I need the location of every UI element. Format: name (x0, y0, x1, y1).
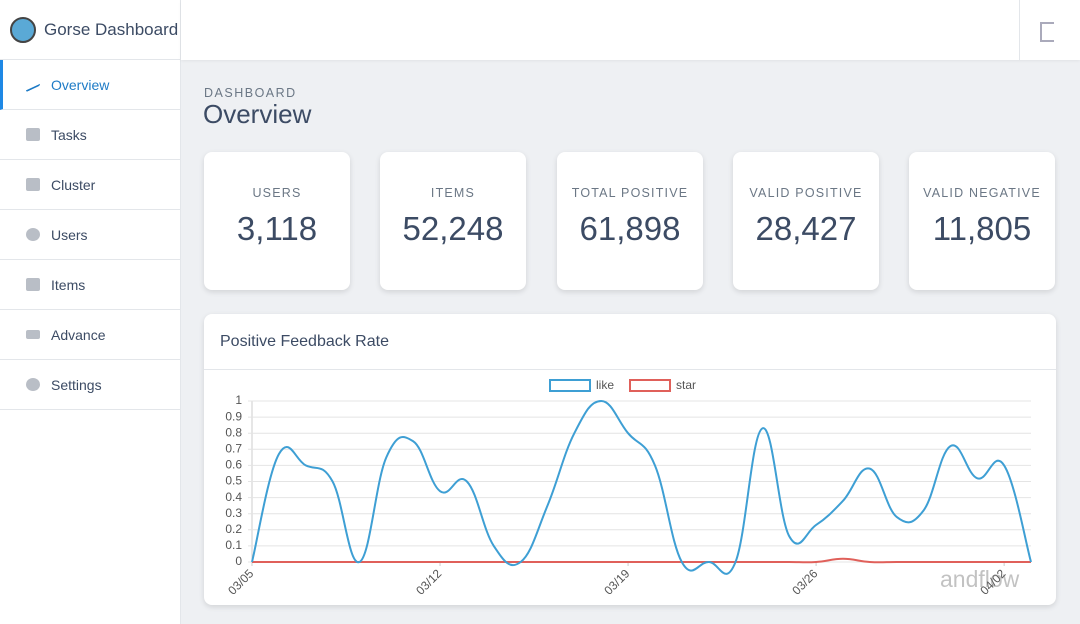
stat-label: VALID POSITIVE (749, 186, 863, 200)
nav-icon (26, 128, 40, 141)
nav-item[interactable]: Advance (0, 310, 180, 360)
nav-icon (26, 77, 40, 92)
logout-button[interactable] (1019, 0, 1080, 60)
y-tick-label: 0.1 (225, 538, 242, 552)
nav-item[interactable]: Items (0, 260, 180, 310)
stat-card: TOTAL POSITIVE 61,898 (557, 152, 703, 290)
nav-label: Tasks (51, 126, 87, 143)
nav-icon (26, 228, 40, 241)
stat-label: TOTAL POSITIVE (571, 186, 689, 200)
y-tick-label: 0 (235, 554, 242, 568)
nav-label: Overview (51, 76, 110, 93)
y-tick-label: 1 (235, 393, 242, 407)
brand-name: Gorse Dashboard (44, 19, 179, 39)
stat-card: ITEMS 52,248 (380, 152, 526, 290)
nav-icon (26, 178, 40, 191)
stat-value: 3,118 (236, 210, 318, 247)
y-tick-label: 0.3 (225, 506, 242, 520)
x-tick-label: 03/05 (225, 566, 256, 597)
legend-label: star (676, 378, 696, 392)
chart-card: Positive Feedback Rate 0 0.1 0.2 0.3 0.4 0.5 0… (204, 314, 1056, 605)
stat-card: VALID POSITIVE 28,427 (733, 152, 879, 290)
nav-label: Users (51, 226, 88, 243)
y-tick-label: 0.2 (225, 522, 242, 536)
nav-label: Settings (51, 376, 102, 393)
logout-icon (1040, 22, 1054, 42)
y-tick-label: 0.9 (225, 409, 242, 423)
brand[interactable]: Gorse Dashboard (0, 0, 180, 60)
stat-value: 28,427 (755, 210, 857, 247)
stat-label: VALID NEGATIVE (923, 186, 1041, 200)
line (251, 557, 1031, 564)
nav-icon (26, 378, 40, 391)
chart-title: Positive Feedback Rate (220, 333, 389, 350)
top-bar (181, 0, 1080, 60)
logo (10, 16, 36, 43)
divider (204, 369, 1056, 370)
nav-item[interactable]: Cluster (0, 160, 180, 210)
y-tick-label: 0.6 (225, 458, 242, 472)
breadcrumb: DASHBOARD (204, 86, 297, 100)
stat-label: USERS (252, 186, 302, 200)
y-tick-label: 0.4 (225, 490, 242, 504)
nav-icon (26, 330, 40, 339)
line (251, 399, 1032, 575)
nav-item[interactable]: Tasks (0, 110, 180, 160)
x-tick-label: 03/12 (413, 566, 444, 597)
stat-value: 11,805 (932, 210, 1032, 247)
stat-card: VALID NEGATIVE 11,805 (909, 152, 1055, 290)
nav-label: Advance (51, 326, 106, 343)
legend-label: like (596, 378, 614, 392)
chart: 0 0.1 0.2 0.3 0.4 0.5 0.6 0.7 0.8 0.9 1 03/05 03/12 0… (225, 378, 1032, 598)
x-tick-label: 03/26 (789, 566, 820, 597)
page-title: Overview (203, 99, 312, 129)
sidebar: Gorse Dashboard Overview Tasks Cluster U… (0, 0, 181, 624)
legend-swatch (549, 379, 591, 392)
y-tick-label: 0.8 (225, 425, 242, 439)
stat-label: ITEMS (430, 186, 476, 200)
x-tick-label: 03/19 (601, 566, 632, 597)
stat-value: 52,248 (402, 210, 504, 247)
stat-card: USERS 3,118 (204, 152, 350, 290)
nav-label: Items (51, 276, 86, 293)
y-tick-label: 0.7 (225, 441, 242, 455)
nav-item[interactable]: Users (0, 210, 180, 260)
nav-label: Cluster (51, 176, 96, 193)
legend-swatch (629, 379, 671, 392)
nav-item[interactable]: Settings (0, 360, 180, 410)
y-tick-label: 0.5 (225, 474, 242, 488)
nav-icon (26, 278, 40, 291)
stat-value: 61,898 (579, 210, 681, 247)
nav-item[interactable]: Overview (0, 60, 180, 110)
watermark: andflow (940, 566, 1020, 592)
